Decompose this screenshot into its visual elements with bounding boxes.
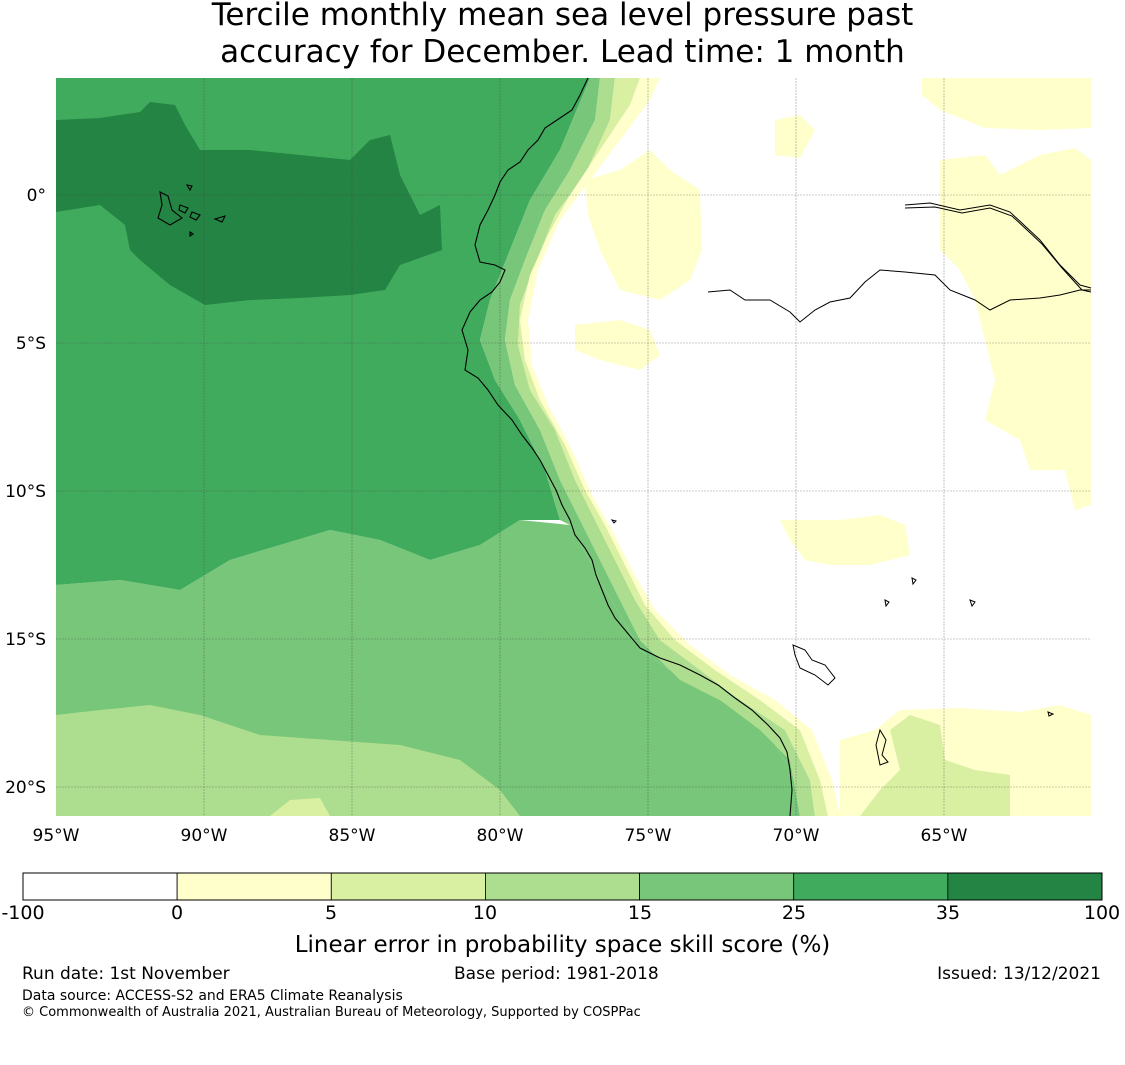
colorbar-segment [330, 872, 486, 901]
colorbar-tick: 100 [1083, 902, 1121, 924]
inland-patch-0-5-northeast [922, 78, 1091, 130]
data-source: Data source: ACCESS-S2 and ERA5 Climate … [22, 988, 403, 1004]
lon-label: 90°W [181, 826, 228, 846]
chart-title-line-1: Tercile monthly mean sea level pressure … [211, 0, 914, 33]
coastal-band-5-10 [518, 78, 828, 816]
colorbar-label: Linear error in probability space skill … [294, 932, 831, 958]
inland-patch-0-5-top-center [775, 115, 815, 158]
inland-patch-5-10-south [860, 715, 1010, 816]
skill-zone-5-10-ocean [270, 798, 330, 816]
lon-label: 95°W [33, 826, 80, 846]
lon-label: 75°W [625, 826, 672, 846]
chart-title-line-2: accuracy for December. Lead time: 1 mont… [220, 34, 905, 70]
rivers [707, 202, 1092, 323]
map-panel [56, 77, 1092, 817]
colorbar-segment [176, 872, 332, 901]
colorbar [22, 872, 1103, 901]
inland-patch-0-5-mid [780, 515, 910, 565]
coastal-band-15-25 [480, 78, 800, 816]
colorbar-tick: 15 [627, 902, 653, 924]
lon-label: 65°W [921, 826, 968, 846]
colorbar-tick: 10 [472, 902, 498, 924]
colorbar-segment [947, 872, 1103, 901]
issued-date: Issued: 13/12/2021 [937, 964, 1101, 984]
colorbar-tick: 35 [935, 902, 961, 924]
colorbar-tick: 25 [781, 902, 807, 924]
colorbar-tick: -100 [1, 902, 45, 924]
inland-patch-0-5-north [585, 150, 702, 300]
colorbar-segment [793, 872, 949, 901]
lat-label: 10°S [5, 482, 46, 502]
lat-label: 0° [27, 186, 46, 206]
inland-patch-0-5-peru [575, 320, 660, 370]
skill-zone-10-15 [56, 705, 520, 816]
lat-label: 5°S [16, 334, 46, 354]
coastline [461, 77, 793, 817]
coastal-band-10-15 [505, 78, 815, 816]
galapagos-islands [157, 184, 227, 238]
lon-label: 85°W [329, 826, 376, 846]
longitude-labels: 95°W 90°W 85°W 80°W 75°W 70°W 65°W [33, 826, 968, 846]
coastal-band-0-5 [520, 78, 840, 816]
colorbar-segment [639, 872, 795, 901]
copyright: © Commonwealth of Australia 2021, Austra… [22, 1005, 641, 1020]
colorbar-frame [22, 872, 1103, 901]
lon-label: 80°W [477, 826, 524, 846]
latitude-labels: 0° 5°S 10°S 15°S 20°S [5, 186, 46, 798]
lat-label: 15°S [5, 630, 46, 650]
run-date: Run date: 1st November [22, 964, 230, 984]
lakes [610, 519, 1055, 766]
colorbar-segment [485, 872, 640, 901]
lat-label: 20°S [5, 778, 46, 798]
lon-label: 70°W [773, 826, 820, 846]
colorbar-tick: 5 [324, 902, 338, 924]
gridlines [56, 78, 1091, 816]
base-period: Base period: 1981-2018 [454, 964, 659, 984]
colorbar-tick: 0 [170, 902, 184, 924]
colorbar-segment [22, 872, 178, 901]
inland-patch-0-5-east [940, 148, 1091, 510]
skill-zone-35-100 [56, 102, 442, 305]
